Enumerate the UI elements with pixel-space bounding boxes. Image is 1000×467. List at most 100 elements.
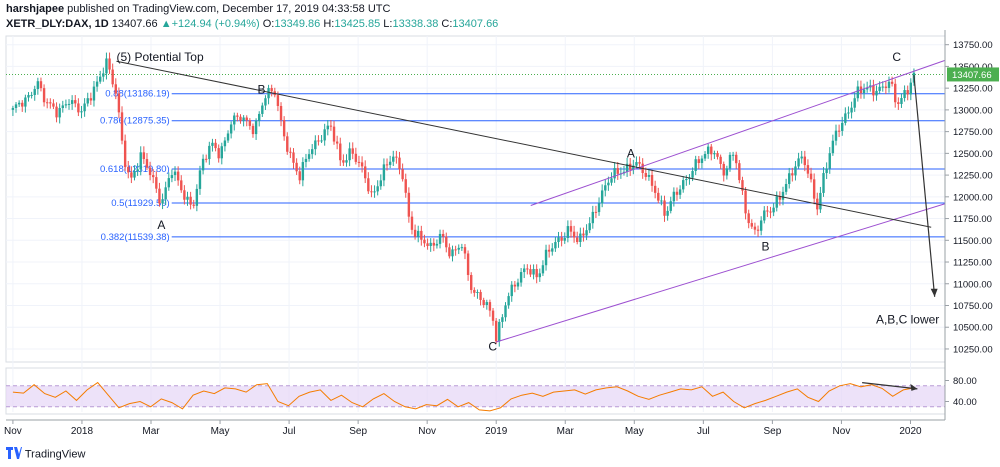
candle-body	[759, 220, 763, 231]
candle-body	[529, 269, 532, 275]
wave-annotation: A,B,C lower	[876, 313, 939, 327]
candle-body	[388, 161, 392, 165]
candle-body	[507, 296, 510, 306]
candle-body	[697, 159, 701, 164]
candle-body	[133, 171, 136, 178]
candle-body	[856, 86, 860, 99]
low-value: 13338.38	[392, 18, 439, 30]
candle-body	[572, 231, 576, 238]
rsi-band	[6, 385, 945, 407]
candle-body	[92, 86, 96, 101]
candle-body	[597, 203, 601, 213]
candle-body	[152, 175, 155, 178]
candle-body	[348, 148, 351, 161]
candle-body	[176, 171, 180, 181]
candle-body	[173, 171, 177, 176]
candle-body	[111, 69, 114, 85]
candle-body	[148, 167, 152, 176]
candle-body	[426, 243, 429, 246]
candle-body	[445, 236, 448, 248]
author-name[interactable]: harshjapee	[6, 3, 65, 15]
candle-body	[498, 321, 501, 342]
candle-body	[569, 226, 573, 232]
time-axis-label: 2020	[899, 426, 922, 437]
candle-body	[307, 154, 311, 159]
published-text: published on TradingView.com, December 1…	[67, 3, 391, 15]
candle-body	[613, 168, 616, 179]
candle-body	[410, 216, 414, 230]
time-axis-label: Sep	[349, 426, 367, 437]
candle-body	[819, 192, 822, 210]
candle-body	[335, 141, 339, 144]
candle-body	[644, 173, 648, 177]
candle-body	[214, 142, 217, 149]
candle-body	[435, 243, 439, 246]
fib-level-label: 0.88(13186.19)	[105, 89, 169, 100]
candle-body	[195, 188, 199, 206]
time-axis-label: Nov	[418, 426, 436, 437]
candle-body	[264, 98, 267, 106]
candle-body	[417, 230, 420, 237]
candle-body	[80, 111, 83, 113]
time-axis-label: Nov	[833, 426, 851, 437]
candle-body	[457, 247, 460, 250]
candle-body	[420, 230, 423, 240]
candle-body	[127, 167, 130, 173]
candle-body	[747, 213, 750, 224]
price-axis-label: 11750.00	[953, 214, 992, 225]
candle-body	[52, 103, 55, 107]
candle-body	[267, 88, 270, 99]
candle-body	[685, 179, 688, 181]
candle-body	[70, 100, 74, 104]
candle-body	[660, 200, 663, 202]
candle-body	[523, 268, 526, 273]
candle-body	[345, 160, 348, 163]
candle-body	[750, 223, 754, 227]
rsi-divergence-arrow-head	[910, 383, 918, 391]
candle-body	[682, 180, 685, 190]
candle-body	[161, 199, 164, 204]
candle-body	[844, 113, 847, 123]
publish-line: harshjapee published on TradingView.com,…	[6, 3, 390, 15]
candle-body	[672, 191, 676, 202]
candle-body	[828, 153, 831, 169]
candle-body	[58, 108, 61, 118]
candle-body	[853, 98, 856, 108]
candle-body	[675, 191, 679, 195]
price-axis-label: 13250.00	[953, 84, 993, 95]
change-value: +124.94 (+0.94%)	[171, 18, 260, 30]
candle-body	[635, 162, 638, 166]
candle-body	[694, 159, 697, 171]
candle-body	[304, 158, 308, 163]
price-axis-label: 12250.00	[953, 171, 993, 182]
candle-body	[501, 317, 504, 322]
candle-body	[123, 140, 127, 168]
candle-body	[460, 247, 464, 249]
candle-body	[666, 210, 669, 216]
candle-body	[201, 158, 205, 171]
candle-body	[429, 242, 432, 246]
candle-body	[17, 102, 21, 105]
candle-body	[61, 105, 64, 109]
symbol-label[interactable]: XETR_DLY:DAX, 1D	[6, 18, 109, 30]
candle-body	[647, 174, 651, 177]
candle-body	[663, 200, 666, 216]
candle-body	[713, 153, 716, 155]
candle-body	[39, 81, 43, 89]
candle-body	[89, 98, 93, 101]
candle-body	[167, 178, 170, 188]
brand-name[interactable]: TradingView	[24, 448, 86, 461]
candle-body	[251, 125, 255, 135]
candle-body	[887, 81, 891, 88]
candle-body	[27, 95, 30, 98]
candle-body	[192, 204, 195, 206]
candle-body	[158, 188, 161, 204]
candle-body	[30, 94, 33, 96]
candle-body	[354, 153, 358, 162]
candle-body	[282, 120, 286, 137]
candle-body	[834, 130, 838, 141]
candle-body	[784, 184, 788, 192]
candle-body	[186, 196, 189, 200]
candle-body	[510, 284, 513, 297]
